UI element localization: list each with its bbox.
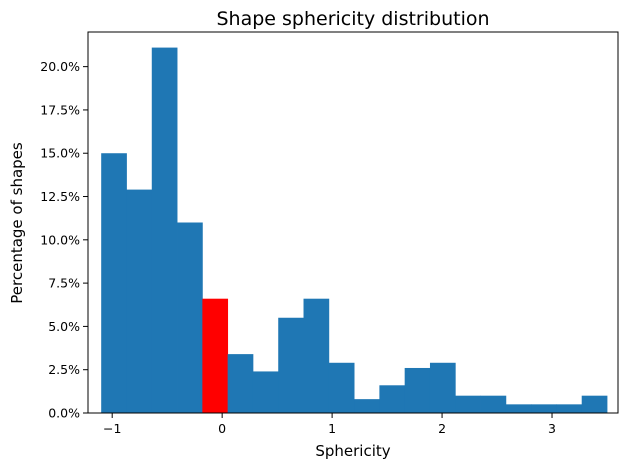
- x-axis-label: Sphericity: [315, 442, 390, 460]
- y-tick-label: 17.5%: [40, 102, 80, 117]
- y-axis-ticks: 0.0% 2.5% 5.0% 7.5% 10.0% 12.5% 15.0% 17.5% 20.0…: [40, 59, 88, 421]
- histogram-bar: [581, 395, 608, 413]
- histogram-bar: [556, 404, 583, 413]
- y-tick-label: 20.0%: [40, 59, 80, 74]
- plot-frame: [87, 31, 619, 414]
- histogram-bar: [404, 367, 431, 413]
- histogram-bar: [303, 298, 330, 413]
- histogram-bar: [354, 399, 380, 413]
- x-axis-ticks: −1 0 1 2 3: [103, 413, 556, 436]
- y-tick-label: 7.5%: [48, 276, 80, 291]
- chart-title: Shape sphericity distribution: [216, 8, 489, 30]
- histogram-bar: [480, 395, 507, 413]
- histogram-bar: [505, 404, 532, 413]
- histogram-bar: [177, 222, 203, 413]
- histogram-bar: [227, 354, 254, 413]
- histogram-bar: [151, 47, 178, 413]
- histogram-bar: [252, 371, 279, 413]
- histogram-bar: [379, 385, 406, 413]
- histogram-bar: [328, 362, 355, 413]
- bars: [101, 47, 608, 413]
- y-tick-label: 12.5%: [40, 189, 80, 204]
- y-axis-label: Percentage of shapes: [8, 142, 26, 304]
- histogram-bar: [278, 317, 304, 413]
- x-tick-label: 3: [548, 421, 556, 436]
- y-tick-label: 10.0%: [40, 232, 80, 247]
- histogram-bar: [455, 395, 481, 413]
- x-tick-label: −1: [103, 421, 121, 436]
- histogram-bar: [101, 153, 127, 413]
- histogram-bar-highlighted: [202, 298, 229, 413]
- histogram-bar: [429, 362, 456, 413]
- x-tick-label: 2: [438, 421, 446, 436]
- y-tick-label: 5.0%: [48, 319, 80, 334]
- histogram-bar: [126, 189, 153, 413]
- histogram-bar: [531, 404, 557, 413]
- y-tick-label: 2.5%: [48, 362, 80, 377]
- x-tick-label: 1: [328, 421, 336, 436]
- x-tick-label: 0: [218, 421, 226, 436]
- y-tick-label: 15.0%: [40, 146, 80, 161]
- y-tick-label: 0.0%: [48, 406, 80, 421]
